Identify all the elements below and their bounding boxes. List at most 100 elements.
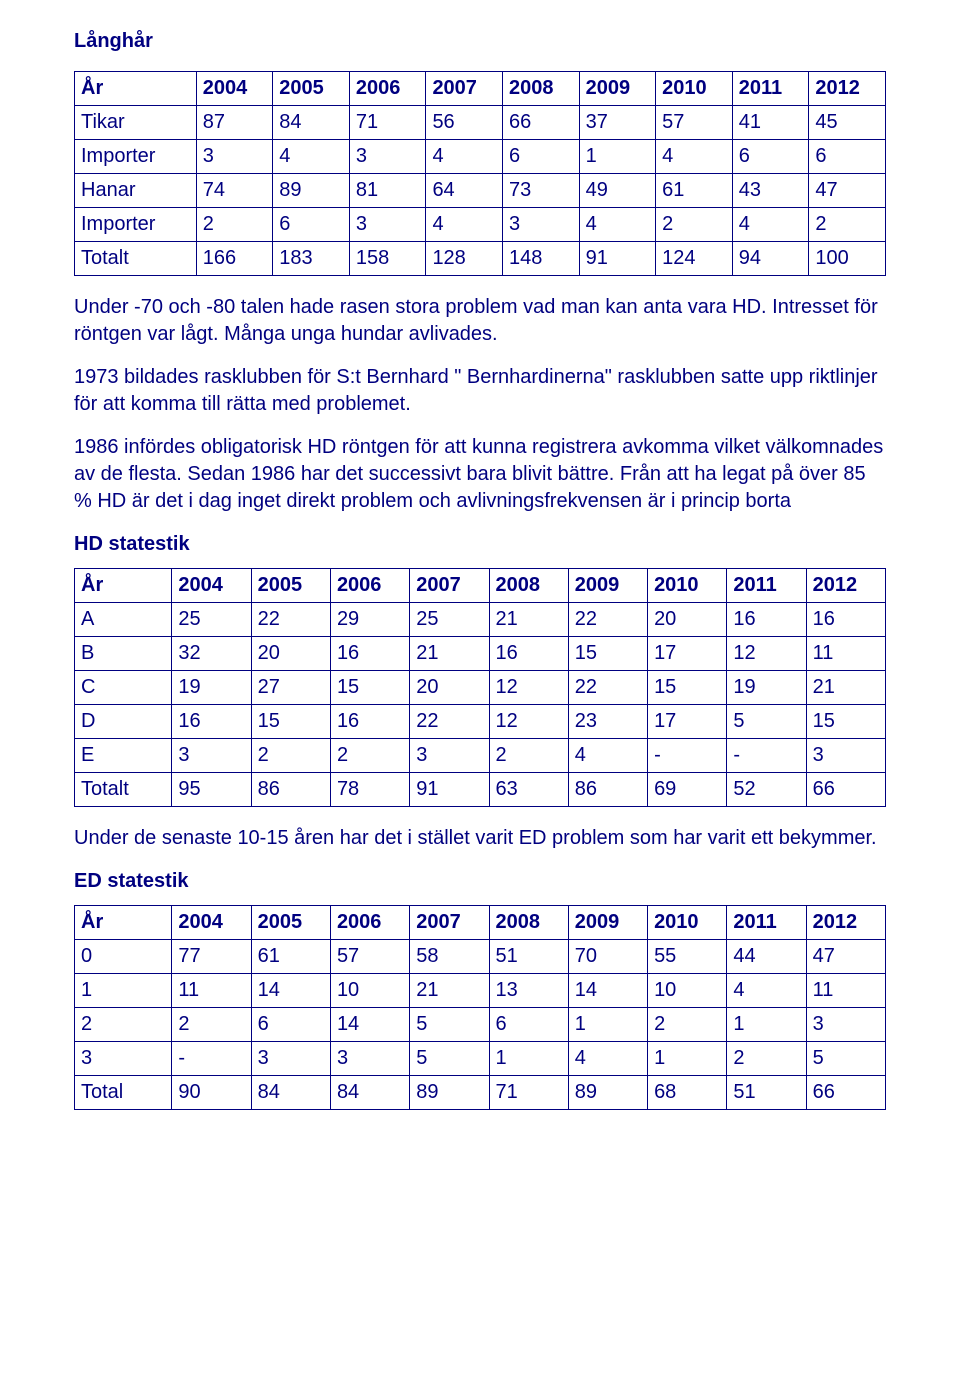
col-header-year: 2004: [172, 906, 251, 940]
col-header-year: 2010: [648, 906, 727, 940]
cell-value: 44: [727, 940, 806, 974]
cell-value: 91: [410, 773, 489, 807]
cell-value: 20: [251, 637, 330, 671]
cell-value: 11: [806, 974, 885, 1008]
row-label: D: [75, 705, 172, 739]
col-header-year: 2012: [806, 906, 885, 940]
cell-value: 21: [410, 974, 489, 1008]
cell-value: 22: [568, 603, 647, 637]
col-header-year: 2010: [656, 72, 733, 106]
cell-value: 74: [196, 174, 273, 208]
cell-value: 11: [806, 637, 885, 671]
cell-value: 66: [806, 1076, 885, 1110]
cell-value: 3: [806, 739, 885, 773]
cell-value: 13: [489, 974, 568, 1008]
cell-value: 89: [568, 1076, 647, 1110]
cell-value: 2: [648, 1008, 727, 1042]
cell-value: 57: [656, 106, 733, 140]
cell-value: 25: [172, 603, 251, 637]
cell-value: 3: [410, 739, 489, 773]
cell-value: 5: [410, 1008, 489, 1042]
cell-value: 69: [648, 773, 727, 807]
cell-value: 87: [196, 106, 273, 140]
cell-value: 23: [568, 705, 647, 739]
cell-value: 61: [251, 940, 330, 974]
cell-value: 21: [489, 603, 568, 637]
cell-value: 51: [727, 1076, 806, 1110]
cell-value: 22: [568, 671, 647, 705]
row-label: Importer: [75, 140, 197, 174]
cell-value: 4: [273, 140, 350, 174]
cell-value: 21: [806, 671, 885, 705]
cell-value: 58: [410, 940, 489, 974]
cell-value: 14: [568, 974, 647, 1008]
cell-value: -: [727, 739, 806, 773]
cell-value: 52: [727, 773, 806, 807]
cell-value: 73: [503, 174, 580, 208]
cell-value: 89: [273, 174, 350, 208]
cell-value: 2: [196, 208, 273, 242]
table-row: Totalt958678916386695266: [75, 773, 886, 807]
cell-value: 66: [806, 773, 885, 807]
col-header-label: År: [75, 569, 172, 603]
cell-value: 77: [172, 940, 251, 974]
cell-value: 1: [568, 1008, 647, 1042]
cell-value: 1: [489, 1042, 568, 1076]
ed-table: År200420052006200720082009201020112012 0…: [74, 905, 886, 1110]
cell-value: 43: [732, 174, 809, 208]
cell-value: 5: [410, 1042, 489, 1076]
row-label: 0: [75, 940, 172, 974]
cell-value: 57: [330, 940, 409, 974]
row-label: Tikar: [75, 106, 197, 140]
table-row: 111141021131410411: [75, 974, 886, 1008]
table-header-row: År200420052006200720082009201020112012: [75, 72, 886, 106]
cell-value: 6: [489, 1008, 568, 1042]
cell-value: 47: [809, 174, 886, 208]
table-header-row: År200420052006200720082009201020112012: [75, 569, 886, 603]
cell-value: 71: [349, 106, 426, 140]
cell-value: 84: [330, 1076, 409, 1110]
cell-value: 89: [410, 1076, 489, 1110]
cell-value: 1: [648, 1042, 727, 1076]
cell-value: 4: [732, 208, 809, 242]
cell-value: 12: [727, 637, 806, 671]
paragraph: Under -70 och -80 talen hade rasen stora…: [74, 294, 886, 348]
row-label: Totalt: [75, 773, 172, 807]
cell-value: 91: [579, 242, 656, 276]
col-header-label: År: [75, 906, 172, 940]
cell-value: 32: [172, 637, 251, 671]
cell-value: 84: [251, 1076, 330, 1110]
cell-value: 49: [579, 174, 656, 208]
cell-value: 2: [172, 1008, 251, 1042]
cell-value: 4: [568, 1042, 647, 1076]
row-label: C: [75, 671, 172, 705]
table-row: Tikar878471566637574145: [75, 106, 886, 140]
col-header-year: 2004: [196, 72, 273, 106]
cell-value: 6: [809, 140, 886, 174]
cell-value: 22: [410, 705, 489, 739]
cell-value: 55: [648, 940, 727, 974]
cell-value: 20: [648, 603, 727, 637]
cell-value: 14: [251, 974, 330, 1008]
cell-value: 17: [648, 637, 727, 671]
cell-value: 17: [648, 705, 727, 739]
cell-value: 3: [251, 1042, 330, 1076]
cell-value: 3: [806, 1008, 885, 1042]
col-header-year: 2012: [809, 72, 886, 106]
cell-value: 19: [172, 671, 251, 705]
cell-value: 90: [172, 1076, 251, 1110]
cell-value: 95: [172, 773, 251, 807]
cell-value: 19: [727, 671, 806, 705]
cell-value: 63: [489, 773, 568, 807]
cell-value: 21: [410, 637, 489, 671]
cell-value: 2: [656, 208, 733, 242]
cell-value: 2: [330, 739, 409, 773]
cell-value: -: [172, 1042, 251, 1076]
row-label: Importer: [75, 208, 197, 242]
table-row: Totalt1661831581281489112494100: [75, 242, 886, 276]
col-header-year: 2008: [489, 569, 568, 603]
registrations-table: År200420052006200720082009201020112012 T…: [74, 71, 886, 276]
col-header-year: 2009: [579, 72, 656, 106]
cell-value: 1: [579, 140, 656, 174]
cell-value: 4: [727, 974, 806, 1008]
